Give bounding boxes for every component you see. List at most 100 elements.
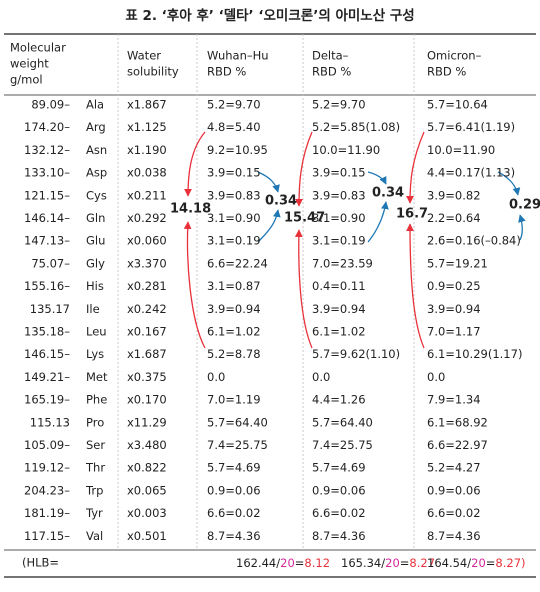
table-cell: x3.480 [127,438,167,452]
header-cell: Molecular [10,41,66,55]
table-cell: x1.125 [127,120,167,134]
table-cell: 146.14– [24,211,70,225]
table-cell: Phe [86,393,107,407]
arrow [294,229,313,349]
table-cell: Asp [86,166,107,180]
table-cell: 105.09– [24,438,70,452]
header-cell: RBD % [427,65,466,79]
arrow [497,171,521,196]
arrow [367,171,387,185]
table-cell: 7.9=1.34 [427,393,481,407]
table-cell: Pro [86,415,104,429]
table-cell: 3.9=0.15 [207,166,261,180]
header-cell: RBD % [312,65,351,79]
table-cell: 5.7=4.69 [312,461,366,475]
footer-part: 20 [385,556,400,570]
table-cell: x0.281 [127,279,167,293]
annotation: 14.18 [170,202,211,217]
table-cell: 4.4=0.17(1.13) [427,166,515,180]
table-cell: Thr [85,461,105,475]
header-cell: Omicron– [427,49,482,63]
annotation: 16.7 [396,207,428,222]
table-cell: 5.7=10.64 [427,98,488,112]
table-cell: 3.1=0.19 [207,234,261,248]
table-cell: 4.8=5.40 [207,120,261,134]
table-cell: 2.2=0.64 [427,211,481,225]
table-cell: x0.065 [127,483,167,497]
annotation: 15.47 [284,211,325,226]
table-cell: 3.1=0.90 [312,211,366,225]
table-cell: 135.17 [30,302,70,316]
table-cell: Arg [86,120,106,134]
table-cell: x0.375 [127,370,167,384]
table-cell: Ser [86,438,105,452]
table-cell: 0.9=0.25 [427,279,481,293]
footer-part: = [400,556,410,570]
table-cell: 5.7=9.62(1.10) [312,347,400,361]
footer-value: 162.44/20=8.12 [236,556,330,570]
table-cell: x0.822 [127,461,167,475]
footer-label: (HLB= [22,556,59,570]
table-cell: 5.2=4.27 [427,461,481,475]
footer-part: 8.27) [495,556,525,570]
header-cell: solubility [127,65,179,79]
table-cell: 3.9=0.83 [312,188,366,202]
table-cell: 135.18– [24,325,70,339]
table-cell: 5.7=4.69 [207,461,261,475]
footer-part: 20 [280,556,295,570]
table-cell: 146.15– [24,347,70,361]
table-cell: 3.1=0.87 [207,279,261,293]
table-cell: 75.07– [31,256,70,270]
table-cell: His [86,279,104,293]
table-cell: x0.170 [127,393,167,407]
table-cell: 4.4=1.26 [312,393,366,407]
table-cell: x1.687 [127,347,167,361]
table-cell: Met [86,370,108,384]
table-cell: 3.1=0.19 [312,234,366,248]
table-cell: 3.9=0.82 [427,188,481,202]
annotation: 0.34 [372,186,404,201]
arrows [183,131,526,349]
footer-part: 164.54/ [427,556,471,570]
table-cell: 5.2=9.70 [207,98,261,112]
table-cell: 117.15– [24,529,70,543]
table-cell: Ala [86,98,104,112]
table-cell: 5.2=9.70 [312,98,366,112]
table-cell: 7.4=25.75 [207,438,268,452]
table-cell: 0.9=0.06 [427,483,481,497]
header-cell: Delta– [312,49,349,63]
header-cell: Wuhan–Hu [207,49,269,63]
table-cell: x0.211 [127,188,167,202]
table-cell: x0.501 [127,529,167,543]
table-cell: 132.12– [24,143,70,157]
header-cell: weight [10,57,49,71]
table-cell: 8.7=4.36 [207,529,261,543]
table-cell: 6.6=0.02 [312,506,366,520]
table-cell: 7.0=1.17 [427,325,481,339]
table-cell: 89.09– [31,98,70,112]
table-cell: 3.9=0.94 [207,302,261,316]
footer-part: 165.34/ [341,556,385,570]
table-cell: Cys [86,188,107,202]
table-cell: 5.7=64.40 [207,415,268,429]
table-cell: x0.003 [127,506,167,520]
table-cell: 6.1=1.02 [312,325,366,339]
table-cell: 3.1=0.90 [207,211,261,225]
table-cell: 5.7=19.21 [427,256,488,270]
table-cell: 155.16– [24,279,70,293]
table-cell: x0.167 [127,325,167,339]
annotation: 0.29 [509,198,540,213]
arrow [295,131,313,207]
arrow [183,221,206,349]
table-cell: Val [86,529,103,543]
title: 표 2. ‘후아 후’ ‘델타’ ‘오미크론’의 아미노산 구성 [125,7,414,24]
table-cell: 3.9=0.94 [312,302,366,316]
arrow [257,209,281,243]
table-cell: 0.0 [312,370,330,384]
table-cell: 6.1=10.29(1.17) [427,347,522,361]
table-cell: 165.19– [24,393,70,407]
table-cell: 7.0=1.19 [207,393,261,407]
table-cell: 0.0 [207,370,225,384]
footer-part: 20 [471,556,486,570]
table-cell: 115.13 [30,415,70,429]
